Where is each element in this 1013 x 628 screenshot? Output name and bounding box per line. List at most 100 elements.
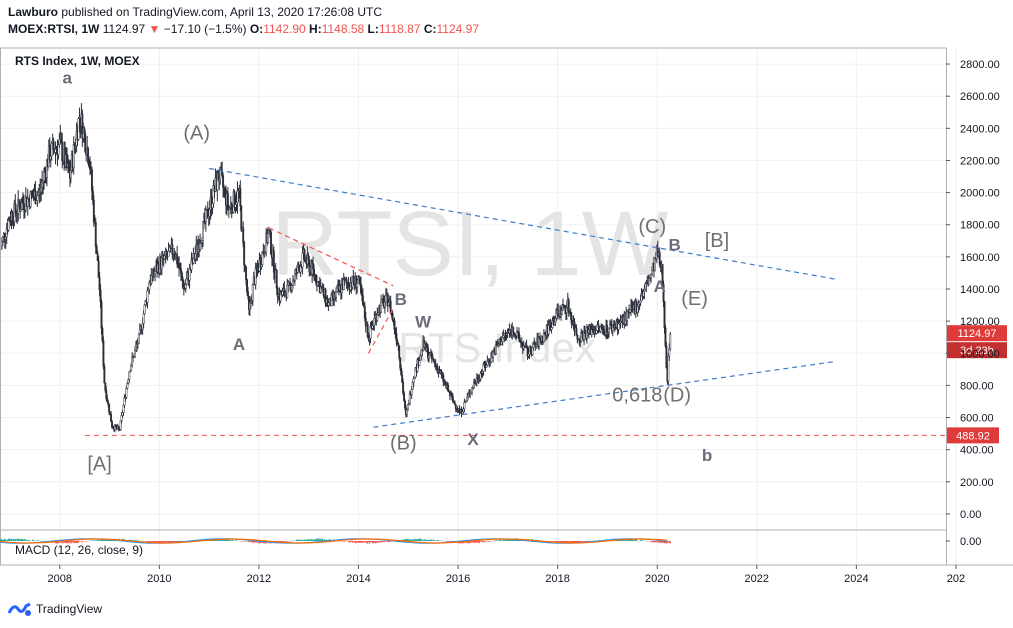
candle-body [668, 348, 671, 357]
candle-body [204, 209, 207, 222]
wave-label: (C) [638, 216, 666, 238]
y-tick-label: 400.00 [960, 445, 994, 457]
candle-body [643, 289, 646, 292]
candle-body [369, 325, 372, 339]
y-tick-label: 1600.00 [960, 252, 1000, 264]
candle-body [653, 257, 656, 272]
candle-body [261, 251, 264, 265]
wave-label: (B) [390, 433, 417, 455]
support-price-badge [947, 427, 999, 444]
candle-body [245, 267, 248, 280]
candle-body [251, 284, 254, 301]
candle-body [454, 404, 457, 409]
candle-body [406, 404, 409, 410]
candle-body [99, 289, 102, 302]
author-name[interactable]: Lawburo [8, 5, 58, 19]
candle-body [142, 313, 145, 324]
candle-body [227, 206, 230, 209]
y-tick-label: 1800.00 [960, 220, 1000, 232]
y-tick-label: 1000.00 [960, 348, 1000, 360]
candle-body [561, 309, 563, 315]
candle-body [95, 246, 98, 254]
candle-body [405, 409, 408, 415]
wave-label: (A) [183, 123, 210, 145]
y-tick-label: 2400.00 [960, 123, 1000, 135]
candle-body [669, 334, 672, 350]
candle-body [216, 172, 219, 191]
candle-body [597, 324, 600, 328]
candle-body [129, 370, 132, 373]
x-tick-label: 2020 [645, 573, 669, 585]
candle-body [126, 383, 129, 389]
candle-body [120, 415, 123, 422]
x-tick-label: 2024 [844, 573, 868, 585]
candle-series [0, 103, 672, 433]
candle-body [293, 273, 296, 281]
wave-label: 0,618 [612, 384, 662, 406]
candle-body [576, 334, 579, 340]
candle-body [518, 338, 521, 343]
candle-body [98, 277, 101, 291]
y-tick-label: 1200.00 [960, 316, 1000, 328]
wave-label: A [654, 277, 666, 296]
high-label: H: [309, 22, 322, 36]
candle-body [399, 357, 402, 369]
candle-body [651, 270, 654, 276]
candle-body [202, 221, 204, 241]
candle-body [292, 280, 294, 286]
candle-body [432, 358, 435, 362]
candle-body [146, 290, 149, 303]
candle-body [529, 346, 532, 353]
candle-body [335, 291, 338, 298]
candle-body [20, 209, 23, 212]
countdown-badge [947, 342, 1007, 359]
tradingview-logo-icon [8, 602, 31, 616]
ohlc-header: MOEX:RTSI, 1W 1124.97 ▼ −17.10 (−1.5%) O… [8, 22, 479, 36]
footer-brand[interactable]: TradingView [8, 601, 102, 617]
open-value: 1142.90 [263, 22, 306, 36]
wave-label: b [702, 446, 712, 465]
candle-body [376, 314, 379, 321]
candle-body [87, 148, 90, 164]
x-tick-label: 2014 [346, 573, 370, 585]
candle-body [664, 327, 667, 347]
candle-body [72, 143, 75, 168]
candle-body [658, 252, 661, 266]
y-tick-label: 800.00 [960, 380, 994, 392]
candle-body [246, 279, 248, 292]
candle-body [661, 264, 664, 285]
candle-body [36, 194, 39, 202]
candle-body [270, 231, 272, 255]
low-value: 1118.87 [378, 22, 421, 36]
candle-body [410, 389, 413, 395]
candle-body [97, 260, 100, 278]
support-price-label: 488.92 [956, 430, 990, 442]
candle-body [184, 284, 187, 289]
candle-body [154, 271, 157, 275]
change-value: −17.10 (−1.5%) [163, 22, 247, 36]
candle-body [301, 252, 304, 268]
publish-info: published on TradingView.com, April 13, … [61, 5, 382, 19]
wave-label: [A] [87, 454, 111, 476]
candle-body [90, 169, 93, 192]
candle-body [485, 365, 488, 368]
footer-brand-label: TradingView [36, 602, 103, 616]
candle-body [473, 382, 475, 388]
candle-body [393, 320, 396, 330]
candle-body [501, 337, 504, 343]
candle-body [107, 401, 110, 405]
candle-body [516, 331, 518, 337]
candle-body [167, 250, 170, 257]
macd-tick-label: 0.00 [960, 536, 981, 548]
candle-body [434, 363, 437, 367]
candle-body [171, 244, 174, 255]
candle-body [403, 392, 406, 402]
macd-signal-line [0, 538, 668, 544]
candle-body [111, 421, 113, 428]
candle-body [69, 170, 72, 179]
candle-body [128, 371, 131, 380]
candle-body [364, 318, 367, 327]
last-price-label: 1124.97 [958, 328, 997, 340]
last-price-badge [947, 325, 1007, 342]
